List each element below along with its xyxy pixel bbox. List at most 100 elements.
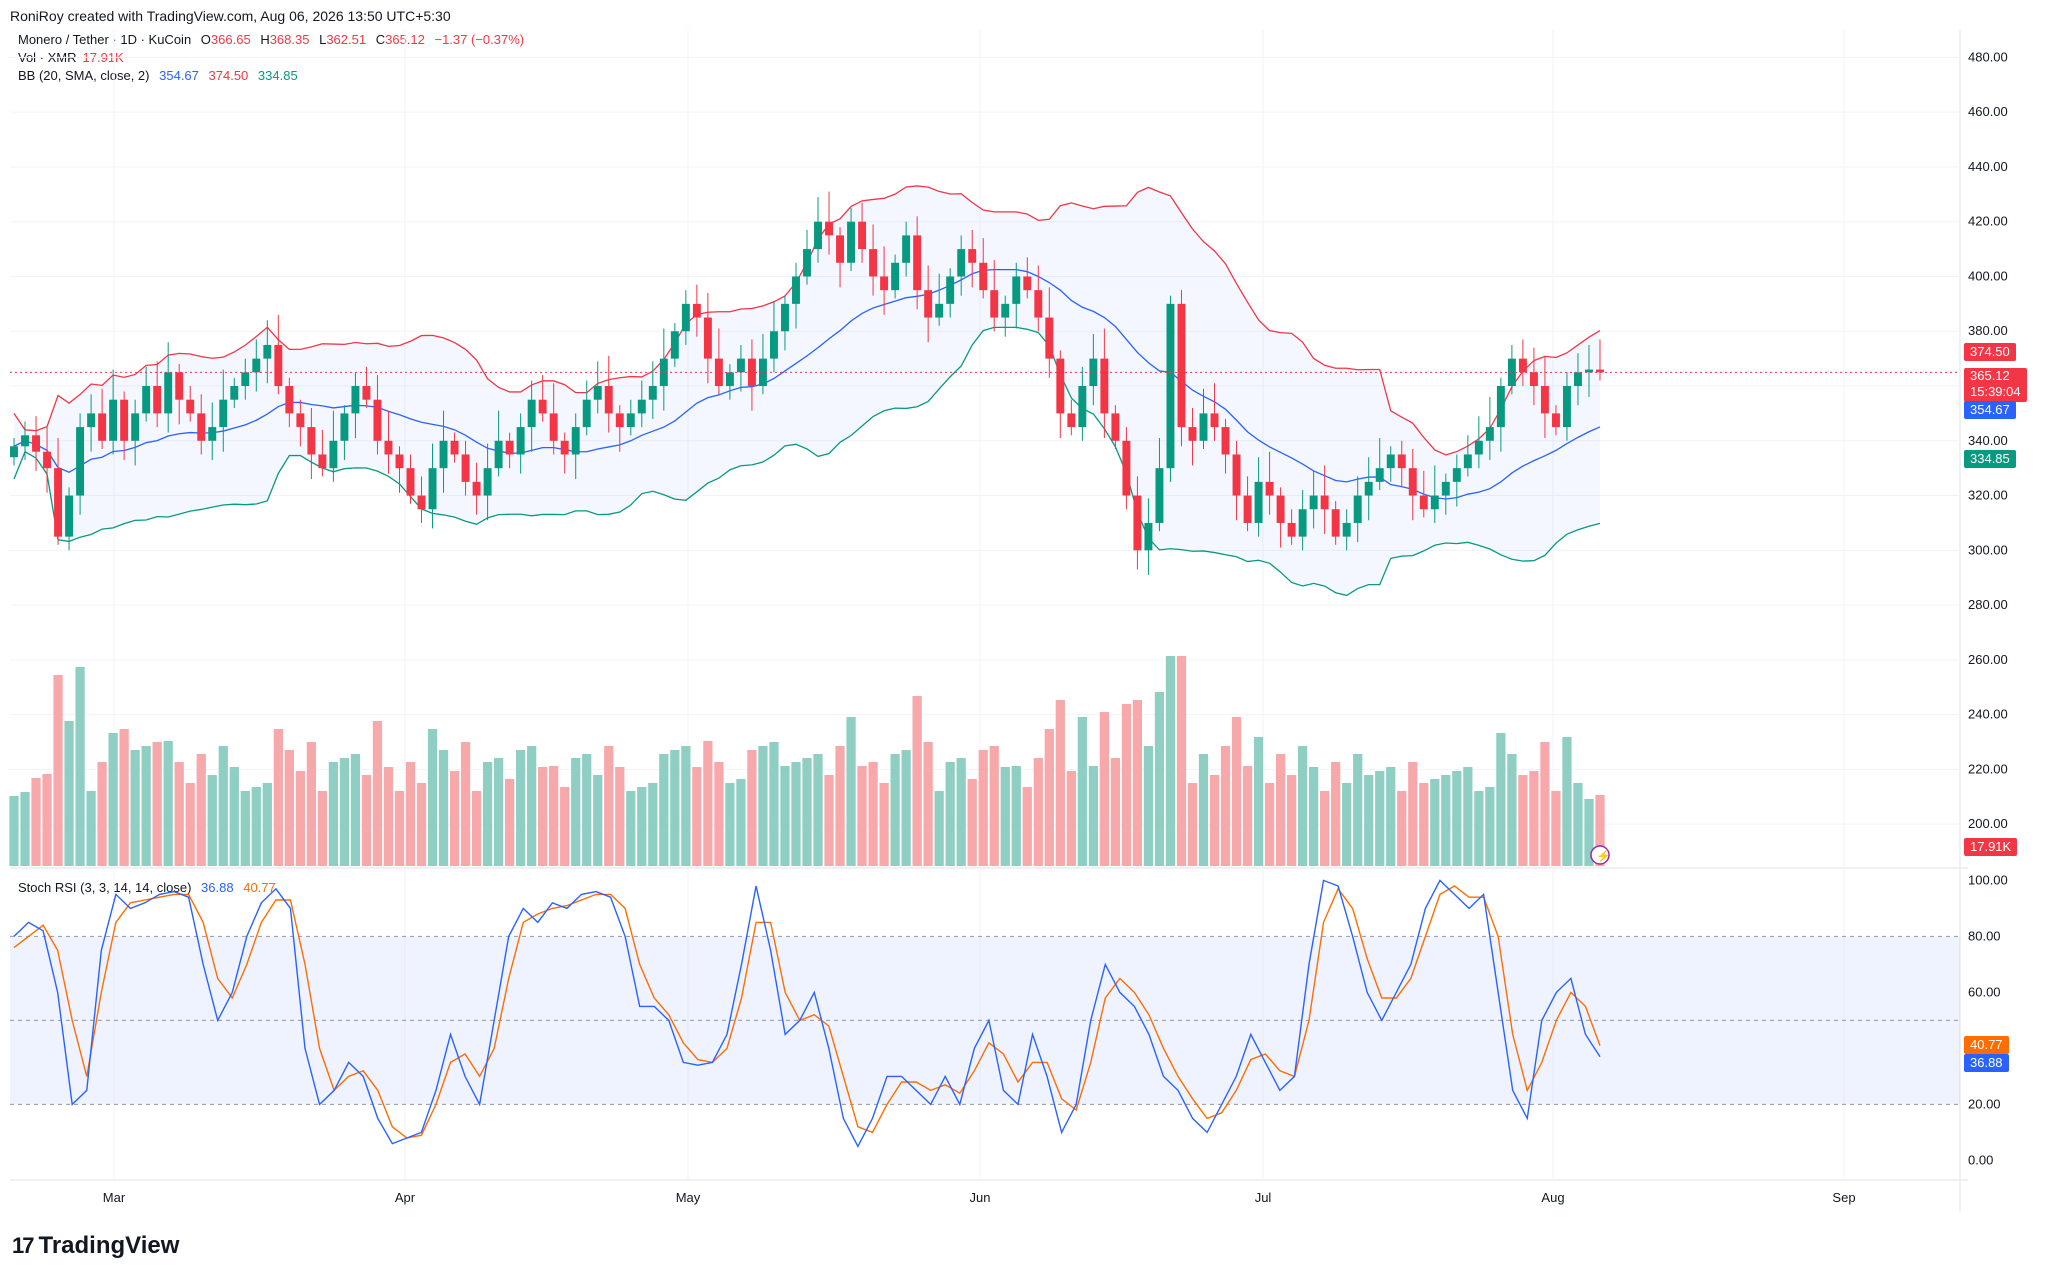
- candle-body: [825, 221, 833, 236]
- candle-body: [847, 221, 856, 263]
- candle-body: [1364, 481, 1373, 496]
- candle-body: [1210, 413, 1219, 428]
- price-tick-label: 480.00: [1968, 49, 2008, 64]
- volume-bar: [1441, 775, 1451, 866]
- volume-bar: [703, 741, 713, 866]
- volume-bar: [1397, 791, 1407, 866]
- candle-body: [1199, 413, 1208, 441]
- volume-bar: [174, 762, 184, 866]
- volume-bar: [1011, 766, 1021, 866]
- candle-body: [1298, 509, 1307, 537]
- candle-body: [1585, 369, 1593, 373]
- candle-body: [924, 290, 933, 318]
- tradingview-logo[interactable]: 17 TradingView: [12, 1232, 180, 1259]
- volume-bar: [185, 783, 195, 866]
- created-by-header: RoniRoy created with TradingView.com, Au…: [10, 8, 451, 24]
- candle-body: [891, 262, 900, 291]
- candle-body: [296, 413, 305, 428]
- candle-body: [362, 386, 371, 400]
- candle-body: [43, 451, 52, 469]
- volume-bar: [1198, 754, 1209, 866]
- candle-body: [670, 331, 679, 359]
- x-label-sep: Sep: [1832, 1190, 1856, 1205]
- candle-body: [968, 249, 977, 263]
- volume-bar: [901, 750, 911, 866]
- candle-body: [1188, 427, 1197, 441]
- volume-bar: [802, 758, 812, 866]
- candle-body: [979, 262, 988, 291]
- volume-bar: [350, 754, 361, 866]
- candle-body: [659, 358, 668, 387]
- stoch-tick-label: 0.00: [1968, 1152, 1993, 1167]
- tradingview-logo-icon: 17: [12, 1233, 35, 1258]
- volume-bar: [1286, 775, 1297, 866]
- candle-body: [241, 372, 250, 387]
- candle-body: [1276, 495, 1285, 523]
- candle-body: [1353, 495, 1362, 523]
- volume-bar: [1320, 791, 1330, 866]
- bb-lower-value: 334.85: [257, 68, 298, 83]
- volume-bar: [1529, 771, 1539, 866]
- candle-body: [604, 386, 613, 414]
- high-value: 368.35: [269, 32, 310, 47]
- candle-body: [1463, 454, 1472, 469]
- candle-body: [781, 303, 789, 332]
- volume-bar: [604, 746, 614, 866]
- volume-bar: [890, 754, 900, 866]
- volume-bar: [328, 762, 339, 866]
- candle-body: [1089, 358, 1098, 387]
- candle-body: [792, 276, 800, 304]
- volume-bar: [339, 758, 350, 866]
- price-tick-label: 340.00: [1968, 433, 2008, 448]
- candle-body: [990, 290, 999, 318]
- volume-bar: [1143, 746, 1154, 866]
- candle-body: [637, 399, 646, 414]
- candle-body: [1067, 413, 1076, 428]
- stoch-legend[interactable]: Stoch RSI (3, 3, 14, 14, close) 36.88 40…: [18, 880, 276, 895]
- volume-bar: [119, 729, 129, 866]
- x-label-apr: Apr: [394, 1190, 416, 1205]
- volume-bar: [251, 787, 261, 866]
- open-value: 366.65: [210, 32, 251, 47]
- volume-bar: [372, 721, 383, 866]
- price-tick-label: 220.00: [1968, 761, 2008, 776]
- x-label-may: May: [675, 1190, 701, 1205]
- candle-body: [274, 344, 283, 387]
- volume-bar: [1088, 766, 1098, 866]
- candle-body: [1133, 495, 1142, 551]
- candle-body: [1540, 386, 1549, 414]
- volume-bar: [681, 746, 691, 866]
- volume-bar: [460, 742, 471, 866]
- volume-bar: [1353, 754, 1363, 866]
- volume-bar: [1408, 762, 1418, 866]
- candle-body: [1232, 454, 1241, 496]
- candle-body: [285, 386, 294, 414]
- symbol-label[interactable]: Monero / Tether · 1D · KuCoin: [18, 32, 192, 47]
- volume-bar: [306, 742, 317, 866]
- candle-body: [120, 399, 129, 441]
- candle-body: [384, 440, 393, 455]
- candle-body: [1320, 495, 1329, 510]
- volume-bar: [31, 778, 41, 866]
- stoch-tick-label: 60.00: [1968, 984, 2001, 999]
- candle-body: [1386, 454, 1395, 469]
- candle-body: [1100, 358, 1109, 414]
- volume-bar: [53, 675, 63, 866]
- volume-tag: 17.91K: [1964, 838, 2018, 856]
- candle-body: [1375, 468, 1384, 482]
- candle-body: [395, 454, 404, 469]
- volume-bar: [912, 696, 922, 866]
- volume-bar: [758, 746, 768, 866]
- upper-band-tag: 374.50: [1964, 343, 2016, 361]
- bb-legend[interactable]: BB (20, SMA, close, 2) 354.67 374.50 334…: [18, 68, 298, 83]
- volume-bar: [20, 792, 30, 866]
- volume-bar: [813, 754, 823, 866]
- volume-bar: [229, 767, 239, 866]
- candle-body: [1155, 468, 1164, 523]
- volume-bar: [1496, 733, 1506, 866]
- candle-body: [54, 468, 63, 537]
- volume-bar: [637, 787, 647, 866]
- stoch-d-line: [13, 885, 1601, 1139]
- candle-body: [1452, 468, 1461, 482]
